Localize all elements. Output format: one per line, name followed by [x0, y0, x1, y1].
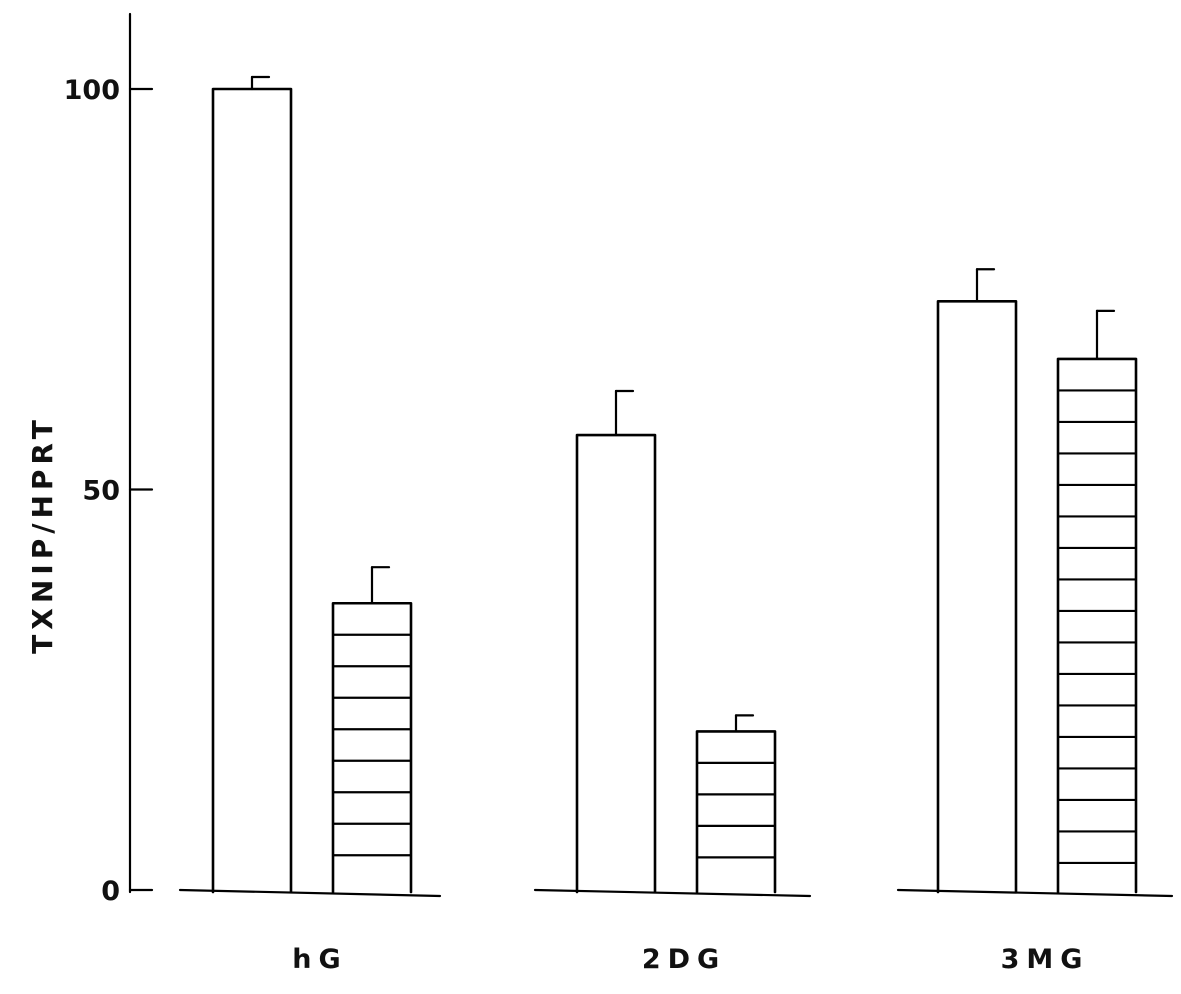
bar-3MG-hatched	[1056, 309, 1138, 894]
y-tick-label-50: 50	[82, 476, 120, 507]
bar-hG-open	[211, 75, 293, 894]
bar-3MG-open	[936, 268, 1018, 894]
bar-outline-2DG-0	[575, 433, 657, 894]
bar-outline-3MG-0	[936, 299, 1018, 894]
bar-outline-3MG-1	[1056, 357, 1138, 894]
x-category-label-hG: hG	[292, 944, 347, 975]
labels: 0 50 100 TXNIP/HPRT hG 2DG 3MG	[26, 75, 1090, 975]
y-tick-label-0: 0	[101, 876, 120, 907]
bar-hG-hatched	[331, 566, 413, 894]
bar-outline-2DG-1	[695, 730, 777, 894]
y-tick-label-100: 100	[64, 75, 120, 106]
axes	[128, 12, 1174, 898]
bar-2DG-hatched	[695, 714, 777, 894]
x-category-label-3MG: 3MG	[1001, 944, 1090, 975]
bars	[211, 75, 1138, 894]
baseline-2DG	[533, 888, 812, 898]
baseline-hG	[178, 888, 442, 898]
y-axis-title: TXNIP/HPRT	[26, 415, 59, 654]
bar-2DG-open	[575, 389, 657, 894]
bar-outline-hG-1	[331, 601, 413, 894]
baseline-3MG	[896, 888, 1174, 898]
bar-outline-hG-0	[211, 87, 293, 894]
x-category-label-2DG: 2DG	[642, 944, 726, 975]
